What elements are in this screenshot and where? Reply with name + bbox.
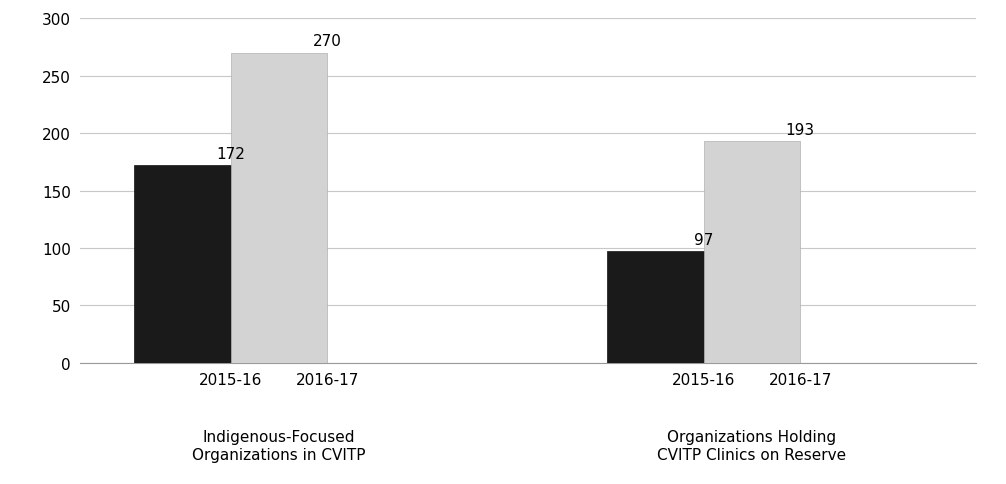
Text: 193: 193 [786,122,815,137]
Bar [607,252,703,363]
Text: 172: 172 [216,147,245,161]
Text: 97: 97 [694,232,713,247]
Text: 270: 270 [313,34,342,49]
Text: Organizations Holding
CVITP Clinics on Reserve: Organizations Holding CVITP Clinics on R… [658,429,846,462]
Bar [230,54,327,363]
Bar [134,166,230,363]
Text: Indigenous-Focused
Organizations in CVITP: Indigenous-Focused Organizations in CVIT… [192,429,365,462]
Bar [703,142,801,363]
